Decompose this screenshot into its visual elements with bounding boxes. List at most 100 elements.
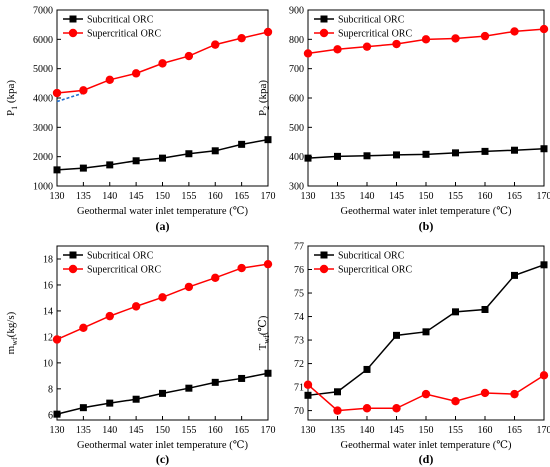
data-point-supercritical — [480, 388, 490, 398]
data-point-subcritical — [393, 151, 400, 159]
y-tick-label: 3000 — [33, 123, 53, 134]
y-tick-label: 2000 — [33, 152, 53, 163]
x-tick-label: 140 — [102, 425, 117, 436]
y-axis-label: Twf(℃) — [257, 315, 271, 350]
x-tick-label: 160 — [208, 191, 223, 202]
y-axis-label-unit: (kg/s) — [5, 311, 17, 337]
data-point-supercritical — [451, 396, 460, 406]
data-point-subcritical — [304, 391, 312, 399]
y-axis-label-main: P — [257, 110, 269, 116]
data-point-supercritical — [131, 302, 141, 311]
legend-marker-subcritical — [69, 251, 77, 259]
data-point-subcritical — [363, 152, 371, 160]
data-point-supercritical — [392, 404, 401, 413]
y-tick-label: 18 — [43, 254, 53, 265]
x-tick-label: 135 — [330, 425, 345, 436]
chart-panel-3: 130 135 140 145 150 155 160 165 170 6 8 10 12 14 16 18 G… — [5, 245, 276, 466]
y-tick-label: 7000 — [33, 6, 53, 17]
x-axis-label: Geothermal water inlet temperature (℃) — [77, 206, 248, 217]
y-tick-label: 400 — [289, 152, 304, 163]
chart-panel-2: 130 135 140 145 150 155 160 165 170 300 400 500 600 7… — [257, 6, 550, 234]
data-point-supercritical — [158, 293, 167, 302]
y-tick-label: 700 — [289, 64, 304, 75]
legend-marker-supercritical — [319, 28, 329, 38]
x-tick-label: 130 — [50, 191, 65, 202]
y-tick-label: 4000 — [33, 94, 53, 105]
data-point-supercritical — [263, 259, 273, 269]
y-axis-label-main: P — [5, 110, 17, 116]
y-tick-label: 73 — [294, 336, 304, 347]
data-point-subcritical — [540, 145, 548, 153]
data-point-subcritical — [264, 369, 272, 377]
data-point-subcritical — [159, 154, 166, 162]
data-point-subcritical — [106, 399, 114, 407]
x-tick-label: 130 — [50, 425, 65, 436]
data-point-supercritical — [421, 389, 431, 399]
y-axis-label-unit: (℃) — [257, 315, 269, 335]
data-point-subcritical — [238, 140, 246, 148]
x-tick-label: 155 — [448, 191, 463, 202]
data-point-supercritical — [79, 323, 88, 333]
legend-marker-supercritical — [68, 28, 78, 38]
x-tick-label: 160 — [478, 191, 493, 202]
legend-marker-supercritical — [319, 264, 329, 274]
data-point-subcritical — [452, 308, 459, 316]
x-tick-label: 145 — [389, 191, 404, 202]
legend-label-subcritical: Subcritical ORC — [87, 251, 154, 262]
chart-panel-1: 130 135 140 145 150 155 160 165 170 1000 2000 3000 4… — [5, 6, 276, 234]
y-tick-label: 72 — [294, 359, 304, 370]
x-tick-label: 145 — [389, 425, 404, 436]
legend-marker-subcritical — [320, 15, 328, 23]
data-point-supercritical — [333, 406, 342, 415]
data-point-supercritical — [451, 34, 460, 43]
data-point-supercritical — [303, 380, 313, 389]
y-tick-label: 600 — [289, 94, 304, 105]
data-point-supercritical — [510, 389, 519, 399]
legend-label-subcritical: Subcritical ORC — [338, 15, 405, 26]
data-point-supercritical — [510, 27, 519, 36]
legend-marker-supercritical — [68, 264, 78, 274]
data-point-supercritical — [184, 51, 194, 61]
y-tick-label: 1000 — [33, 182, 53, 193]
chart-panel-4: 130 135 140 145 150 155 160 165 170 70 71 72 73 74 75 7… — [257, 242, 550, 467]
y-axis-label-unit: (kpa) — [257, 80, 269, 106]
x-tick-label: 165 — [507, 425, 522, 436]
data-point-subcritical — [511, 146, 518, 154]
data-point-supercritical — [539, 24, 549, 34]
legend-label-subcritical: Subcritical ORC — [338, 251, 405, 262]
data-point-subcritical — [185, 384, 193, 392]
x-tick-label: 140 — [360, 425, 375, 436]
x-tick-label: 165 — [234, 191, 249, 202]
data-point-subcritical — [211, 147, 219, 155]
y-axis-label-main: m — [5, 345, 17, 354]
x-tick-label: 130 — [301, 191, 316, 202]
y-tick-label: 76 — [294, 265, 304, 276]
data-point-subcritical — [481, 305, 489, 313]
y-tick-label: 6 — [48, 410, 53, 421]
x-tick-label: 165 — [234, 425, 249, 436]
y-tick-label: 70 — [294, 406, 304, 417]
y-tick-label: 800 — [289, 35, 304, 46]
data-point-subcritical — [132, 157, 140, 165]
y-tick-label: 6000 — [33, 35, 53, 46]
panel-label: (d) — [419, 452, 434, 466]
y-tick-label: 12 — [43, 332, 53, 343]
data-point-subcritical — [159, 389, 166, 397]
x-tick-label: 145 — [129, 191, 144, 202]
data-point-subcritical — [106, 161, 114, 169]
data-point-supercritical — [79, 86, 88, 95]
x-tick-label: 150 — [419, 425, 434, 436]
data-point-subcritical — [132, 395, 140, 403]
data-point-subcritical — [452, 149, 459, 157]
data-point-supercritical — [158, 59, 167, 68]
x-tick-label: 135 — [76, 191, 91, 202]
data-point-supercritical — [480, 31, 490, 41]
y-tick-label: 10 — [43, 358, 53, 369]
y-tick-label: 74 — [294, 312, 304, 323]
data-point-supercritical — [105, 311, 114, 321]
data-point-supercritical — [211, 273, 220, 283]
y-tick-label: 77 — [294, 242, 304, 253]
y-tick-label: 500 — [289, 123, 304, 134]
y-tick-label: 5000 — [33, 64, 53, 75]
legend-label-supercritical: Supercritical ORC — [87, 29, 161, 40]
